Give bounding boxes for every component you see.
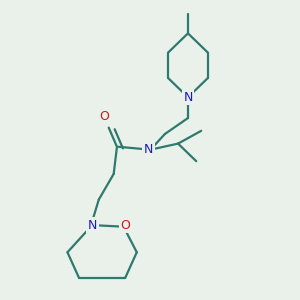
Text: O: O xyxy=(120,219,130,232)
Text: O: O xyxy=(99,110,109,123)
Text: N: N xyxy=(88,219,97,232)
Text: N: N xyxy=(144,143,153,157)
Text: N: N xyxy=(183,91,193,104)
